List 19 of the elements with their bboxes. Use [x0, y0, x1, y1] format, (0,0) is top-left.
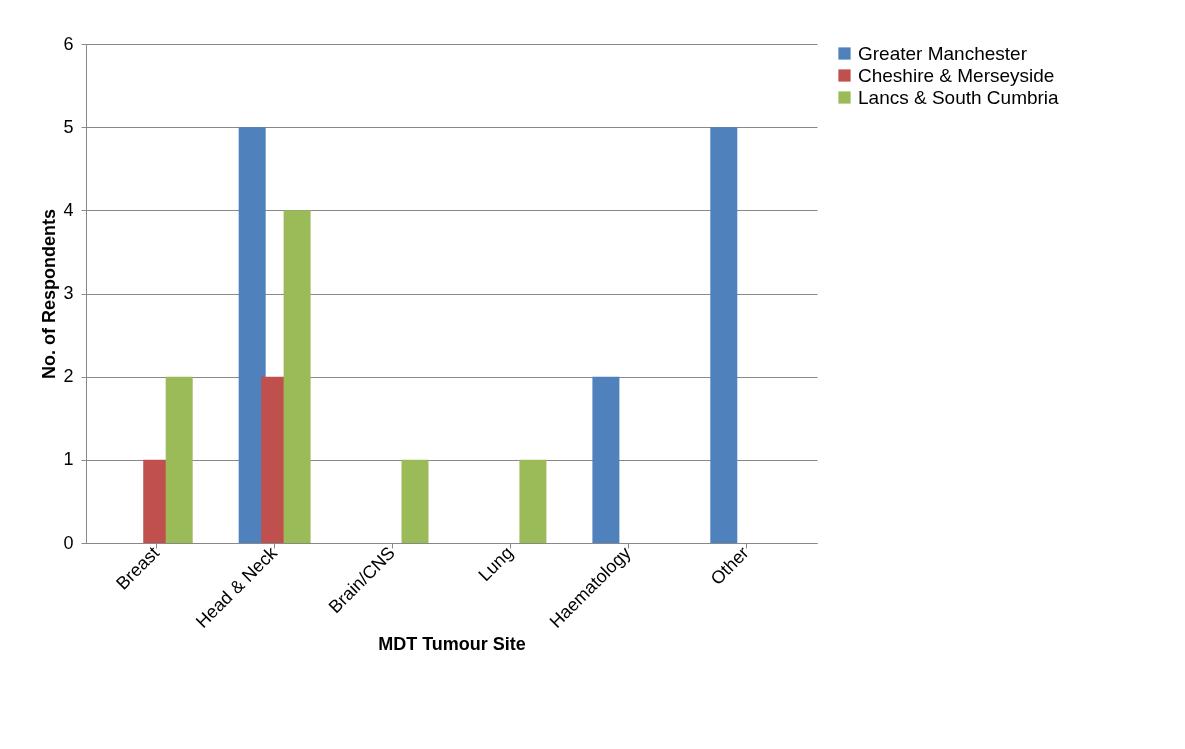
- x-axis-title: MDT Tumour Site: [378, 633, 526, 654]
- y-tick-label: 6: [63, 33, 74, 54]
- bar: [238, 127, 266, 543]
- legend-label: Lancs & South Cumbria: [858, 86, 1060, 108]
- bar: [165, 376, 193, 543]
- bar: [519, 459, 547, 543]
- bar: [283, 210, 311, 543]
- y-axis-title: No. of Respondents: [39, 209, 60, 379]
- y-tick-label: 2: [63, 366, 74, 387]
- y-tick-label: 1: [63, 449, 74, 470]
- y-tick-label: 3: [63, 283, 74, 303]
- bar: [401, 459, 429, 543]
- y-tick-label: 5: [63, 116, 74, 137]
- y-tick-label: 0: [63, 532, 74, 553]
- legend-label: Cheshire & Merseyside: [858, 64, 1055, 86]
- y-tick-label: 4: [63, 199, 74, 220]
- legend-label: Greater Manchester: [858, 42, 1028, 64]
- bar: [592, 376, 620, 543]
- bar: [710, 127, 738, 543]
